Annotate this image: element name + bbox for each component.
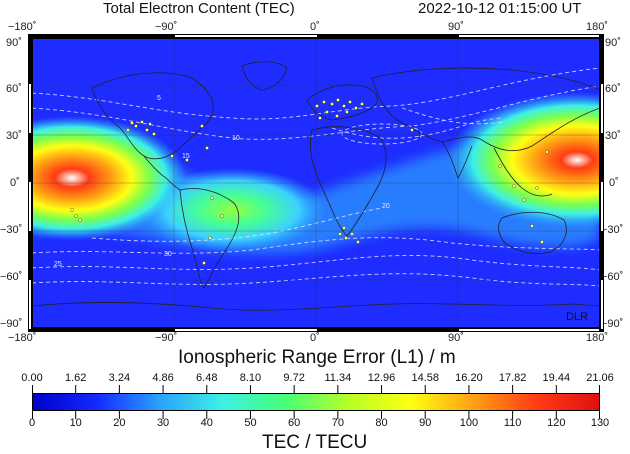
australia — [498, 211, 567, 254]
north-america — [91, 72, 214, 160]
tec-tick-6: 60 — [288, 417, 301, 429]
tec-tick-5: 50 — [244, 417, 257, 429]
lat-tick-right-m30: −30˚ — [601, 224, 624, 236]
range-error-tick-11: 17.82 — [498, 372, 527, 384]
lon-tick-bottom-90: 90˚ — [448, 332, 464, 344]
lat-tick-right-30: 30˚ — [605, 130, 621, 142]
colorbar-title: TEC / TECU — [262, 432, 368, 453]
tec-tick-8: 80 — [375, 417, 388, 429]
range-error-tick-2: 3.24 — [108, 372, 131, 384]
africa — [309, 126, 387, 237]
greenland — [241, 61, 288, 91]
contour-label-25: 25 — [54, 261, 62, 268]
lon-tick-top-m180: −180˚ — [8, 21, 37, 33]
frame-left — [28, 34, 32, 332]
tec-tick-10: 100 — [459, 417, 479, 429]
range-error-tick-12: 19.44 — [542, 372, 571, 384]
tec-colorbar — [32, 393, 600, 411]
range-error-title: Ionospheric Range Error (L1) / m — [178, 347, 456, 368]
contour-label-5: 5 — [157, 95, 161, 102]
graticule — [32, 38, 600, 328]
lat-tick-right-0: 0˚ — [609, 177, 619, 189]
contour-label-10: 10 — [232, 135, 240, 142]
range-error-tick-8: 12.96 — [367, 372, 396, 384]
tec-tick-7: 70 — [331, 417, 344, 429]
range-error-tick-9: 14.58 — [411, 372, 439, 384]
range-error-tick-6: 9.72 — [283, 372, 305, 384]
range-error-tick-5: 8.10 — [239, 372, 262, 384]
lon-tick-bottom-m90: −90˚ — [155, 332, 178, 344]
south-america — [179, 188, 240, 289]
tec-tick-13: 130 — [590, 417, 610, 429]
frame-bottom — [32, 328, 600, 332]
tec-tick-1: 10 — [69, 417, 82, 429]
range-error-tick-7: 11.34 — [324, 372, 352, 384]
lon-tick-top-180: 180˚ — [586, 21, 609, 33]
contour-label-30: 30 — [164, 251, 172, 258]
tec-contours — [32, 67, 600, 287]
range-error-tick-0: 0.00 — [21, 372, 43, 384]
frame-top — [32, 34, 600, 38]
map-frame — [32, 38, 600, 328]
lat-tick-left-m30: −30˚ — [0, 224, 23, 236]
lat-tick-left-60: 60˚ — [6, 83, 22, 95]
antarctica — [32, 301, 600, 311]
colorbar-tickmarks — [32, 385, 600, 419]
tec-tick-9: 90 — [419, 417, 432, 429]
lat-tick-left-90: 90˚ — [6, 37, 22, 49]
tec-tick-11: 110 — [503, 417, 522, 429]
tec-tick-0: 0 — [28, 417, 36, 429]
tec-tick-2: 20 — [113, 417, 126, 429]
southeast-asia — [493, 147, 553, 197]
lat-tick-left-30: 30˚ — [6, 130, 22, 142]
range-error-tick-10: 16.20 — [455, 372, 483, 384]
range-error-tick-3: 4.86 — [152, 372, 174, 384]
dlr-watermark: DLR — [566, 311, 588, 323]
lon-tick-bottom-m180: −180˚ — [8, 332, 37, 344]
frame-right — [600, 34, 604, 332]
tec-tick-3: 30 — [156, 417, 170, 429]
lat-tick-right-m90: −90˚ — [601, 318, 624, 330]
lon-tick-top-m90: −90˚ — [155, 21, 178, 33]
contour-label-15: 15 — [182, 153, 190, 160]
europe — [306, 84, 378, 121]
lat-tick-left-m60: −60˚ — [0, 271, 23, 283]
lon-tick-top-0: 0˚ — [310, 21, 320, 33]
contour-label-20: 20 — [382, 203, 390, 210]
lon-tick-bottom-180: 180˚ — [586, 332, 609, 344]
tec-tick-4: 40 — [200, 417, 213, 429]
coastlines — [32, 61, 600, 311]
lat-tick-left-m90: −90˚ — [0, 318, 23, 330]
tec-tick-12: 120 — [547, 417, 566, 429]
map-title: Total Electron Content (TEC) — [103, 0, 295, 17]
asia — [371, 67, 600, 152]
contour-labels: 5 10 15 20 25 30 — [54, 95, 390, 268]
lon-tick-top-90: 90˚ — [448, 21, 464, 33]
central-america — [143, 155, 181, 191]
tec-map: 5 10 15 20 25 30 DLR — [32, 38, 600, 328]
lon-tick-bottom-0: 0˚ — [310, 332, 320, 344]
gnss-stations — [70, 98, 549, 265]
map-datetime: 2022-10-12 01:15:00 UT — [418, 0, 582, 17]
range-error-tick-1: 1.62 — [64, 372, 87, 384]
lat-tick-right-m60: −60˚ — [601, 271, 624, 283]
range-error-tick-4: 6.48 — [196, 372, 218, 384]
lat-tick-left-0: 0˚ — [10, 177, 20, 189]
range-error-tick-13: 21.06 — [586, 372, 614, 384]
pacific-peak-east — [447, 92, 600, 228]
lat-tick-right-90: 90˚ — [605, 37, 621, 49]
lat-tick-right-60: 60˚ — [605, 83, 621, 95]
